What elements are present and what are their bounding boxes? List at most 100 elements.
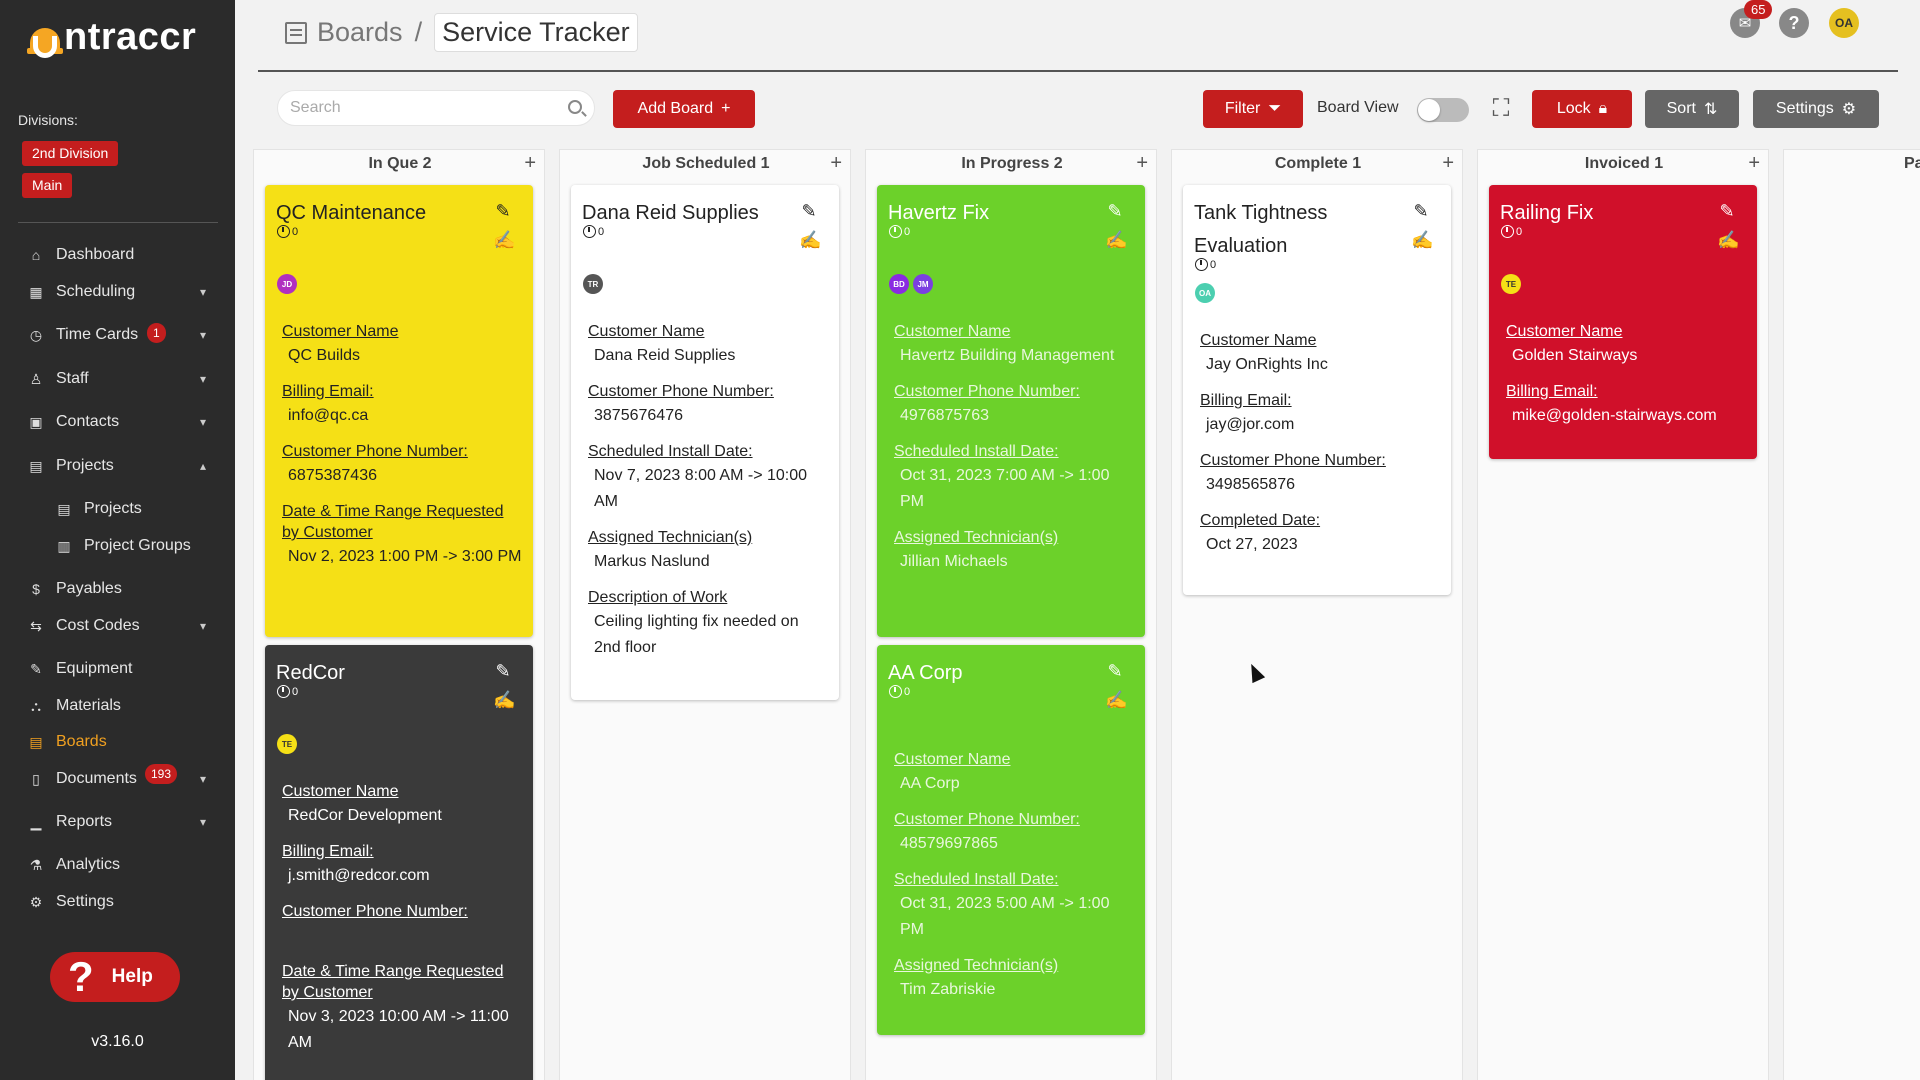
field-value: Ceiling lighting fix needed on 2nd floor [594,613,799,656]
clock-icon: ◷ [29,327,43,343]
division-chip-2nd-division[interactable]: 2nd Division [22,141,119,166]
sidebar-item-label: Payables [56,580,122,597]
sidebar-item-contacts[interactable]: ▣ Contacts ▾ [0,407,235,437]
sidebar-item-reports[interactable]: ▁ Reports ▾ [0,807,235,837]
sidebar-item-settings[interactable]: ⚙ Settings [0,887,235,917]
sidebar-item-label: Documents [56,770,137,787]
card-avatars: JD [277,274,297,294]
add-card-icon[interactable]: + [1748,152,1760,174]
sidebar-subitem-project-groups[interactable]: ▥ Project Groups [0,531,235,561]
sidebar-item-equipment[interactable]: ✎ Equipment [0,654,235,684]
sidebar-item-time-cards[interactable]: ◷ Time Cards 1 ▾ [0,320,235,350]
edit-box-icon[interactable]: ✍ [1411,230,1434,250]
field-value: RedCor Development [288,807,442,824]
search-input[interactable] [290,99,550,117]
sidebar-item-documents[interactable]: ▯ Documents 193 ▾ [0,764,235,794]
edit-box-icon[interactable]: ✍ [799,230,822,250]
avatar[interactable]: JD [277,274,297,294]
add-board-button[interactable]: Add Board + [613,90,755,128]
sidebar-item-payables[interactable]: $ Payables [0,574,235,604]
field-label: Billing Email: [282,843,374,860]
avatar[interactable]: OA [1195,283,1215,303]
pencil-icon[interactable]: ✎ [1719,201,1735,221]
untraccr-logo[interactable]: ntraccr [27,18,196,58]
user-avatar[interactable]: OA [1829,8,1859,38]
field-label: Billing Email: [1200,392,1292,409]
sidebar-item-scheduling[interactable]: ▦ Scheduling ▾ [0,277,235,307]
pencil-icon[interactable]: ✎ [495,661,511,681]
breadcrumb-root[interactable]: Boards [317,17,403,47]
sidebar-item-staff[interactable]: ♙ Staff ▾ [0,364,235,394]
card-qc-maintenance[interactable]: QC Maintenance 0 ✎ ✍ JD Customer Name QC… [265,185,533,637]
field-label: Assigned Technician(s) [894,529,1059,546]
chevron-up-icon: ▴ [200,459,207,473]
boards-icon [285,21,307,44]
help-button[interactable]: ? Help [50,952,180,1002]
sidebar-item-label: Project Groups [84,537,191,554]
edit-box-icon[interactable]: ✍ [493,690,516,710]
board-view-toggle[interactable] [1417,98,1469,122]
sidebar-item-label: Contacts [56,413,120,430]
division-chip-main[interactable]: Main [22,173,73,198]
edit-box-icon[interactable]: ✍ [1105,690,1128,710]
card-havertz-fix[interactable]: Havertz Fix 0 ✎ ✍ BD JM Customer Name Ha… [877,185,1145,637]
field-value: Markus Naslund [594,553,710,570]
card-tank-tightness-evaluation[interactable]: Tank Tightness Evaluation 0 ✎ ✍ OA Custo… [1183,185,1451,595]
lock-button[interactable]: Lock 🔒︎ [1532,90,1632,128]
clock-icon [1501,225,1514,238]
card-aa-corp[interactable]: AA Corp 0 ✎ ✍ Customer Name AA Corp Cust… [877,645,1145,1035]
pencil-icon[interactable]: ✎ [1107,661,1123,681]
add-card-icon[interactable]: + [524,152,536,174]
chevron-down-icon: ▾ [200,328,207,342]
field-value: j.smith@redcor.com [288,867,430,884]
settings-button[interactable]: Settings ⚙ [1753,90,1879,128]
board-column-partial: Pa [1783,149,1920,1080]
sort-button[interactable]: Sort ⇅ [1645,90,1739,128]
lock-label: Lock [1556,100,1591,117]
field-label: Customer Name [282,783,399,800]
sort-label: Sort [1666,100,1696,117]
card-dana-reid-supplies[interactable]: Dana Reid Supplies 0 ✎ ✍ TR Customer Nam… [571,185,839,700]
sidebar-item-analytics[interactable]: ⚗ Analytics [0,850,235,880]
card-fields: Customer Name RedCor Development Billing… [282,781,522,1056]
pencil-icon[interactable]: ✎ [1107,201,1123,221]
card-avatars: TR [583,274,603,294]
avatar[interactable]: TE [1501,274,1521,294]
edit-box-icon[interactable]: ✍ [1105,230,1128,250]
clock-icon [277,225,290,238]
field-label: Customer Phone Number: [894,383,1080,400]
field-label: Date & Time Range Requested by Customer [282,963,504,1001]
field-label: Customer Name [282,323,399,340]
avatar[interactable]: TE [277,734,297,754]
avatar[interactable]: BD [889,274,909,294]
sidebar-item-dashboard[interactable]: ⌂ Dashboard [0,240,235,270]
card-railing-fix[interactable]: Railing Fix 0 ✎ ✍ TE Customer Name Golde… [1489,185,1757,459]
pencil-icon[interactable]: ✎ [1413,201,1429,221]
add-card-icon[interactable]: + [830,152,842,174]
sidebar-item-materials[interactable]: ⛬ Materials [0,691,235,721]
avatar[interactable]: TR [583,274,603,294]
sidebar-subitem-projects[interactable]: ▤ Projects [0,494,235,524]
sidebar-item-boards[interactable]: ▤ Boards [0,727,235,757]
filter-button[interactable]: Filter ⏷ [1203,90,1303,128]
field-label: Customer Phone Number: [1200,452,1386,469]
field-label: Customer Name [894,323,1011,340]
pencil-icon[interactable]: ✎ [801,201,817,221]
edit-box-icon[interactable]: ✍ [1717,230,1740,250]
sidebar-item-cost-codes[interactable]: ⇆ Cost Codes ▾ [0,611,235,641]
sidebar-item-projects[interactable]: ▤ Projects ▴ [0,451,235,481]
board-column-job-scheduled: Job Scheduled 1 + Dana Reid Supplies 0 ✎… [559,149,851,1080]
fullscreen-icon[interactable]: ⛶ [1492,95,1510,122]
help-circle-icon[interactable]: ? [1779,8,1809,38]
pencil-icon[interactable]: ✎ [495,201,511,221]
sidebar-item-label: Scheduling [56,283,136,300]
app-version: v3.16.0 [91,1033,144,1050]
card-redcor[interactable]: RedCor 0 ✎ ✍ TE Customer Name RedCor Dev… [265,645,533,1080]
add-card-icon[interactable]: + [1442,152,1454,174]
add-card-icon[interactable]: + [1136,152,1148,174]
breadcrumb-current: Service Tracker [434,13,638,52]
avatar[interactable]: JM [913,274,933,294]
field-label: Description of Work [588,589,728,606]
field-label: Customer Phone Number: [282,443,468,460]
edit-box-icon[interactable]: ✍ [493,230,516,250]
